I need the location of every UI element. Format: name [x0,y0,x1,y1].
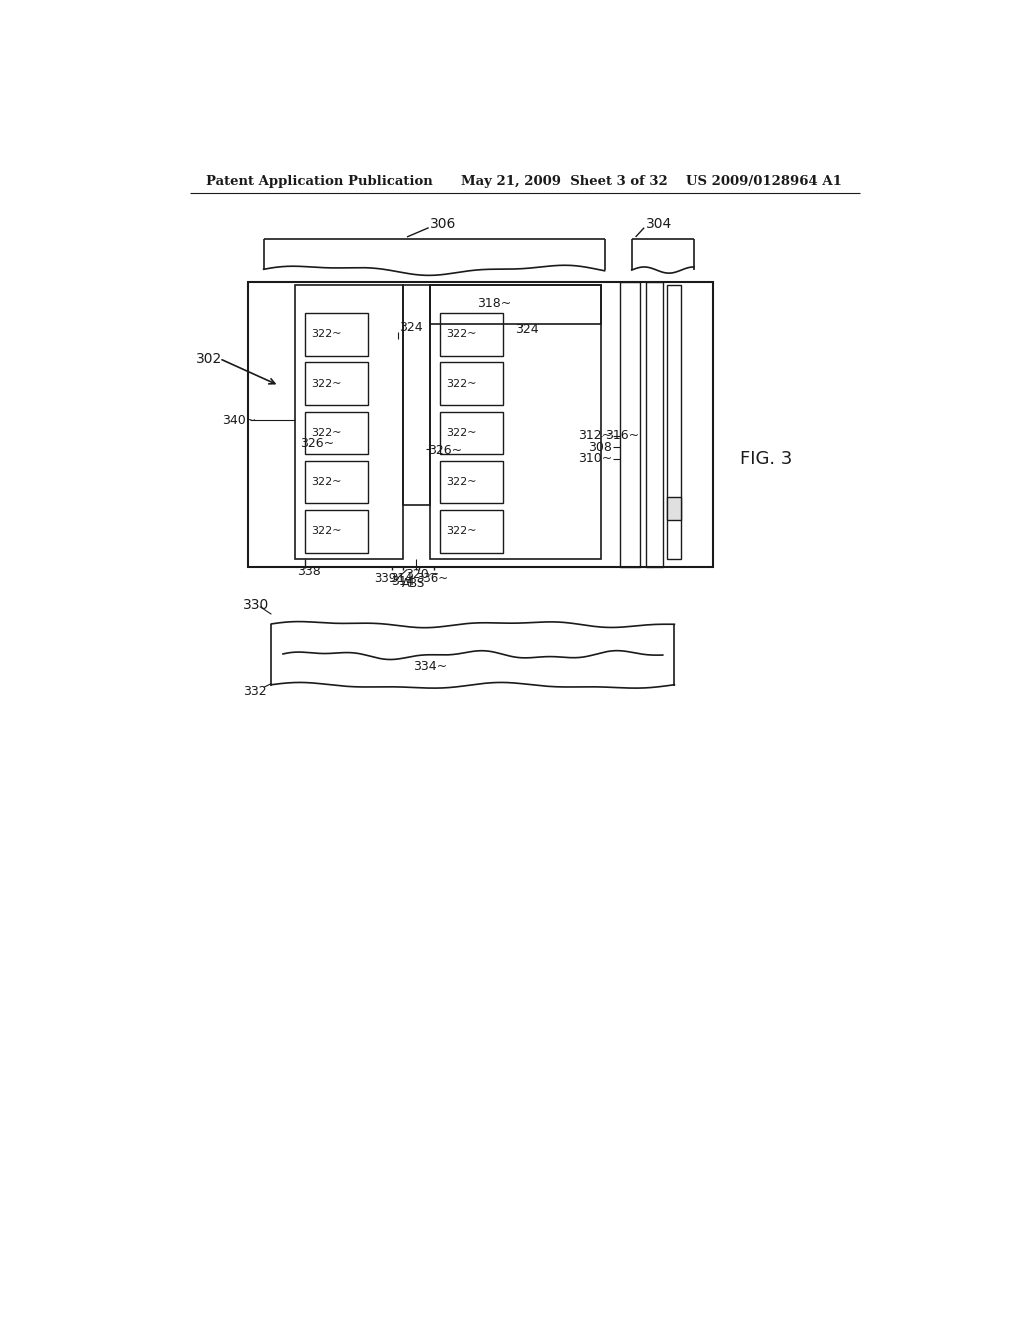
Bar [621,281,640,566]
Bar [439,313,503,355]
Text: 322~: 322~ [311,330,341,339]
Text: 326~: 326~ [428,445,462,458]
Bar [430,285,601,558]
Text: 322~: 322~ [311,527,341,536]
Text: 322~: 322~ [445,428,476,438]
Text: 322~: 322~ [445,527,476,536]
Bar [305,412,369,454]
Bar [430,285,601,323]
Text: 322~: 322~ [445,379,476,388]
Text: 324: 324 [399,321,423,334]
Bar [305,461,369,503]
Text: Patent Application Publication: Patent Application Publication [206,176,432,187]
Text: 308: 308 [589,441,612,454]
Text: 302: 302 [197,351,222,366]
Text: 334~: 334~ [414,660,447,673]
Bar [439,412,503,454]
Bar [305,511,369,553]
Bar [305,363,369,405]
Bar [248,281,713,566]
Text: 326~: 326~ [300,437,334,450]
Bar [667,285,681,558]
Text: 304: 304 [646,216,672,231]
Bar [439,461,503,503]
Bar [305,313,369,355]
Text: 314: 314 [390,572,413,585]
Text: 310~: 310~ [579,453,612,465]
Text: 330: 330 [243,598,269,612]
Text: 322~: 322~ [311,478,341,487]
Bar [667,498,681,520]
Text: FIG. 3: FIG. 3 [740,450,793,467]
Text: 322~: 322~ [445,478,476,487]
Text: 340~: 340~ [222,413,257,426]
Text: 338: 338 [297,565,321,578]
Bar [295,285,403,558]
Text: 336~: 336~ [417,572,449,585]
Bar [439,363,503,405]
Text: 339: 339 [375,572,396,585]
Bar [439,511,503,553]
Text: May 21, 2009  Sheet 3 of 32: May 21, 2009 Sheet 3 of 32 [461,176,668,187]
Text: 318~: 318~ [477,297,511,310]
Text: 316~: 316~ [604,429,639,442]
Text: US 2009/0128964 A1: US 2009/0128964 A1 [686,176,842,187]
Text: 324: 324 [515,323,539,335]
Text: ABS: ABS [401,577,425,590]
Bar [646,281,663,566]
Text: 312~: 312~ [579,429,612,442]
Text: 332: 332 [243,685,266,698]
Text: 314: 314 [391,576,415,589]
Bar [403,285,430,506]
Text: 322~: 322~ [445,330,476,339]
Text: 322~: 322~ [311,428,341,438]
Text: 320~: 320~ [406,568,439,581]
Text: 322~: 322~ [311,379,341,388]
Text: 306: 306 [430,216,457,231]
